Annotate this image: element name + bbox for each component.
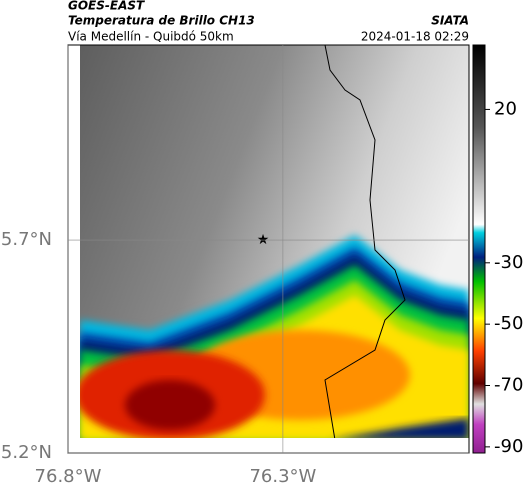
cloud-core [125, 380, 215, 430]
y-tick-label: 5.2°N [1, 442, 52, 463]
subtitle: Temperatura de Brillo CH13 [68, 14, 255, 28]
colorbar-tick-label: -30 [494, 252, 523, 273]
y-tick-label: 5.7°N [1, 229, 52, 250]
colorbar-tick-label: -70 [494, 375, 523, 396]
x-tick-label: 76.3°W [249, 466, 316, 487]
colorbar-tick-label: -50 [494, 313, 523, 334]
x-tick-label: 76.8°W [35, 466, 102, 487]
title: GOES-EAST [68, 0, 145, 13]
timestamp: 2024-01-18 02:29 [361, 30, 469, 44]
cloud-band [341, 418, 469, 438]
colorbar [472, 44, 486, 454]
location: Vía Medellín - Quibdó 50km [68, 30, 234, 44]
colorbar-tick-label: -90 [494, 436, 523, 457]
satellite-image [80, 45, 469, 438]
coastline [324, 45, 406, 438]
colorbar-tick-label: 20 [494, 98, 517, 119]
source: SIATA [431, 14, 469, 28]
